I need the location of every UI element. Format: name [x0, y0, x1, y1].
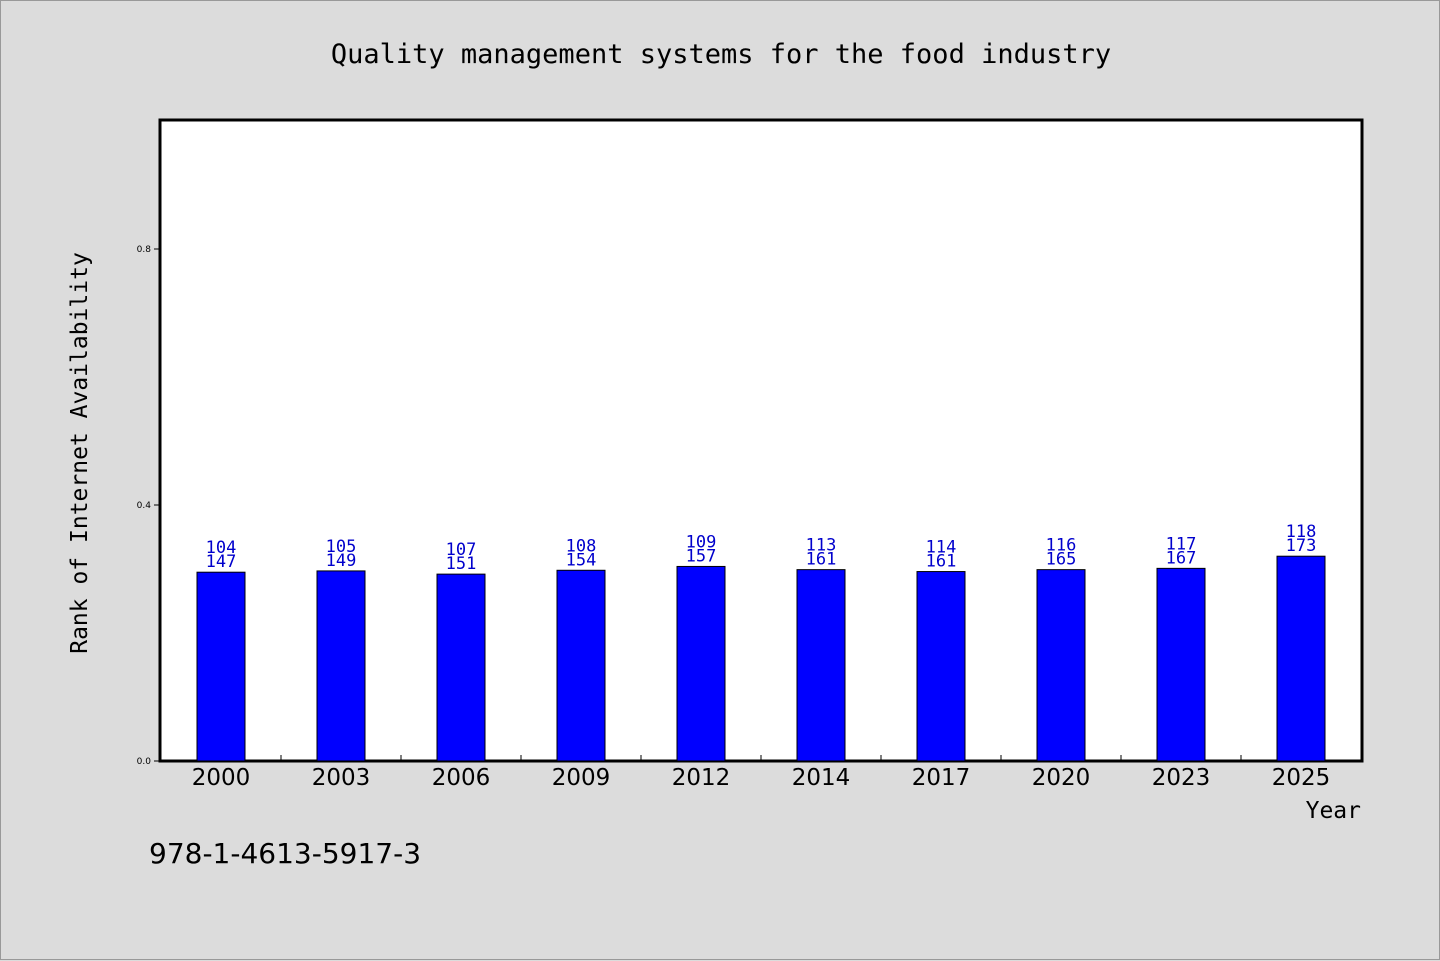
bar-label-bottom: 165 — [1046, 550, 1077, 570]
x-tick-label: 2009 — [552, 765, 611, 791]
bar-label-bottom: 154 — [566, 550, 597, 570]
bar-label-bottom: 151 — [446, 554, 477, 574]
bar-2023 — [1156, 567, 1206, 762]
bar-label-top: 107 — [446, 540, 477, 560]
bar-label-top: 104 — [206, 538, 237, 558]
bar-2009 — [556, 569, 606, 762]
bar-label-top: 117 — [1166, 534, 1197, 554]
y-tick-label: 0.8 — [137, 245, 152, 255]
x-tick-label: 2020 — [1032, 765, 1091, 791]
x-axis: 2000 2003 2006 2009 2012 2014 2017 2020 2023 2025 — [192, 755, 1331, 791]
bar-label-top: 108 — [566, 536, 597, 556]
bar-labels-group: 1041471051491071511081541091571131611141… — [206, 522, 1317, 574]
chart-title: Quality management systems for the food … — [331, 39, 1111, 70]
x-axis-label: Year — [1306, 798, 1361, 824]
bar-2012 — [676, 565, 726, 762]
y-tick-label: 0.0 — [137, 757, 152, 767]
bar-label-bottom: 157 — [686, 546, 717, 566]
y-tick-label: 0.4 — [137, 501, 152, 511]
bar-label-bottom: 161 — [926, 552, 957, 572]
x-tick-label: 2014 — [792, 765, 851, 791]
x-tick-label: 2025 — [1272, 765, 1331, 791]
x-tick-label: 2012 — [672, 765, 731, 791]
bar-label-bottom: 173 — [1286, 536, 1317, 556]
bar-label-top: 109 — [686, 532, 717, 552]
x-tick-label: 2017 — [912, 765, 971, 791]
x-tick-label: 2023 — [1152, 765, 1211, 791]
y-axis-label: Rank of Internet Availability — [67, 252, 93, 654]
x-tick-label: 2000 — [192, 765, 251, 791]
bar-label-bottom: 167 — [1166, 548, 1197, 568]
bar-label-bottom: 147 — [206, 552, 237, 572]
bar-label-bottom: 161 — [806, 550, 837, 570]
bar-2025 — [1276, 555, 1326, 762]
x-tick-label: 2003 — [312, 765, 371, 791]
y-axis: 0.0 0.4 0.8 — [137, 245, 161, 767]
bar-2014 — [796, 569, 846, 762]
x-tick-label: 2006 — [432, 765, 491, 791]
bar-label-top: 118 — [1286, 522, 1317, 542]
bar-2020 — [1036, 569, 1086, 762]
bar-label-top: 114 — [926, 538, 957, 558]
bar-label-top: 113 — [806, 536, 837, 556]
bar-2000 — [196, 571, 246, 762]
bar-label-top: 105 — [326, 537, 357, 557]
bar-2003 — [316, 570, 366, 762]
bar-label-top: 116 — [1046, 536, 1077, 556]
bar-2017 — [916, 571, 966, 762]
bar-label-bottom: 149 — [326, 551, 357, 571]
bars-group — [196, 555, 1326, 762]
bar-2006 — [436, 573, 486, 762]
footer-id-text: 978-1-4613-5917-3 — [149, 837, 421, 870]
